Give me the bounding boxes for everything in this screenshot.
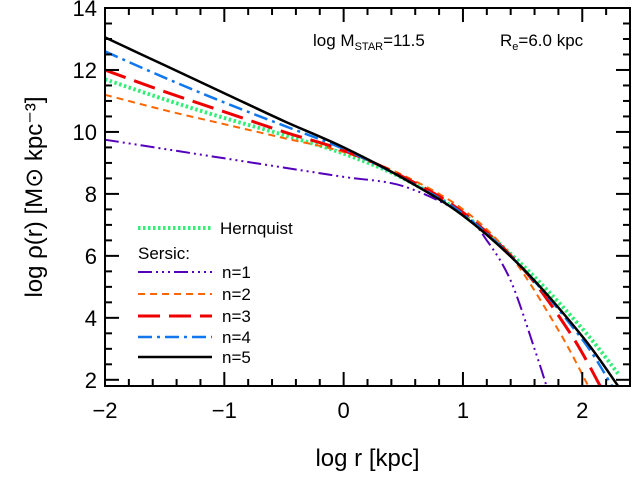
re-subscript: e (512, 41, 518, 53)
y-tick-label: 10 (73, 120, 97, 145)
mass-value: =11.5 (383, 31, 425, 50)
y-tick-label: 6 (85, 244, 97, 269)
stellar-mass-annotation: log MSTAR=11.5 (313, 31, 425, 53)
series-line-hernquist (105, 77, 620, 375)
series-line-n-1 (105, 138, 548, 386)
legend-label: n=3 (222, 307, 251, 326)
re-value: =6.0 kpc (518, 31, 583, 50)
curves-layer (105, 36, 620, 386)
y-tick-label: 2 (85, 368, 97, 393)
x-tick-label: −2 (92, 398, 117, 423)
legend: Sersic: Hernquist n=1 n=2 n=3 n=4n=5 (138, 219, 293, 367)
x-tick-label: 2 (576, 398, 588, 423)
plot-frame (104, 7, 631, 387)
re-label: R (500, 31, 512, 50)
series-line-n-4 (105, 50, 614, 386)
y-tick-label: 8 (85, 182, 97, 207)
legend-label: n=4 (222, 328, 251, 347)
legend-label: n=5 (222, 348, 251, 367)
legend-label: n=2 (222, 285, 251, 304)
x-tick-label: 1 (457, 398, 469, 423)
legend-title: Sersic: (138, 244, 190, 263)
y-axis-title: log ρ(r) [M⊙ kpc⁻³] (21, 96, 48, 297)
effective-radius-annotation: Re=6.0 kpc (500, 31, 584, 53)
x-tick-label: −1 (212, 398, 237, 423)
mass-label: log M (313, 31, 355, 50)
x-axis-title: log r [kpc] (315, 445, 419, 472)
y-tick-label: 12 (73, 58, 97, 83)
series-line-n-2 (105, 93, 590, 386)
y-tick-label: 14 (73, 0, 97, 21)
legend-label: n=1 (222, 263, 251, 282)
legend-label: Hernquist (220, 219, 293, 238)
y-tick-label: 4 (85, 306, 97, 331)
mass-subscript: STAR (355, 41, 384, 53)
series-line-n-5 (105, 36, 620, 386)
x-tick-label: 0 (338, 398, 350, 423)
